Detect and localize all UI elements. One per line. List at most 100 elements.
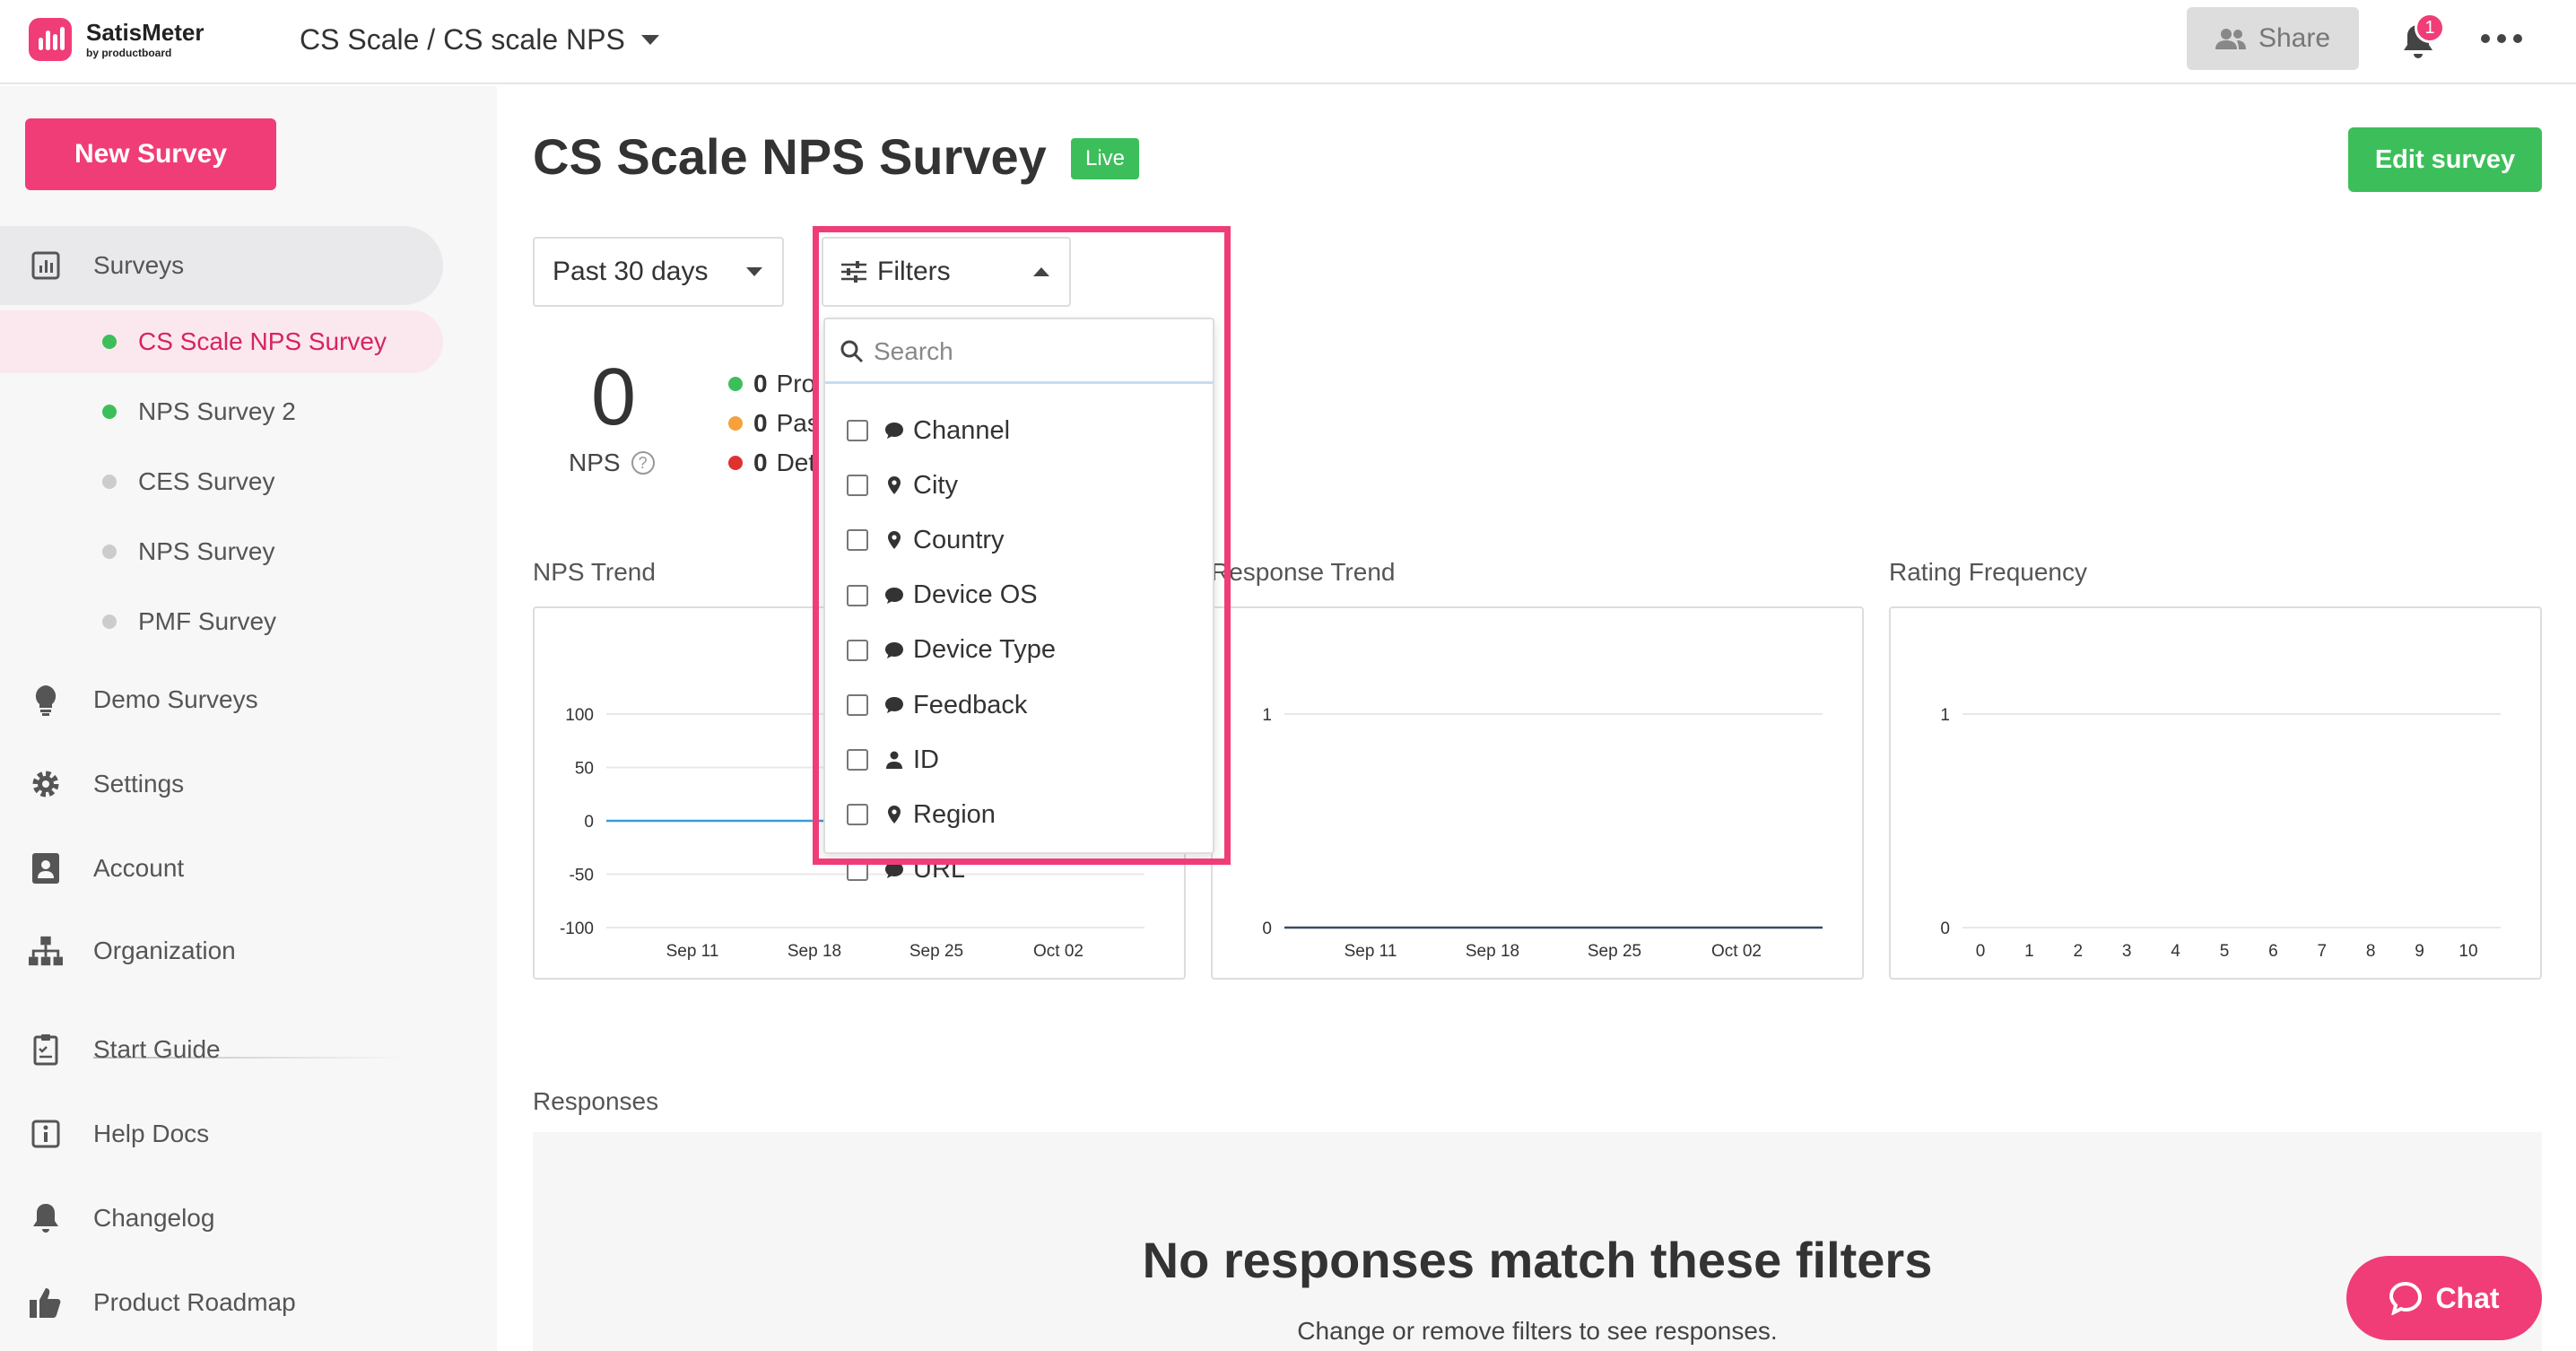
y-tick-label: -100 — [560, 920, 594, 938]
passives-count: 0 — [753, 409, 768, 437]
y-tick-label: 0 — [584, 813, 594, 832]
x-tick-label: 1 — [2024, 942, 2034, 961]
bell-icon — [29, 1201, 63, 1235]
filter-option-label: Feedback — [913, 690, 1028, 719]
sidebar-item-surveys[interactable]: Surveys — [0, 226, 443, 305]
share-label: Share — [2258, 23, 2331, 53]
sidebar-survey-label: NPS Survey — [138, 537, 275, 565]
help-icon[interactable]: ? — [631, 451, 655, 475]
x-tick-label: 5 — [2220, 942, 2230, 961]
passives-label: Pas — [776, 409, 820, 437]
x-tick-label: 10 — [2459, 942, 2477, 961]
breadcrumb[interactable]: CS Scale / CS scale NPS — [300, 20, 659, 59]
sidebar-survey-label: PMF Survey — [138, 607, 277, 635]
promoters-label: Pro — [776, 370, 816, 397]
y-tick-label: -50 — [570, 867, 594, 885]
new-survey-button[interactable]: New Survey — [25, 118, 276, 190]
status-dot — [102, 545, 117, 559]
bar-chart-icon — [29, 248, 63, 283]
filter-option[interactable]: Feedback — [847, 684, 1027, 727]
checkbox[interactable] — [847, 475, 868, 497]
sidebar-survey-label: CS Scale NPS Survey — [138, 327, 387, 355]
filter-option[interactable]: Device OS — [847, 574, 1038, 617]
page-title: CS Scale NPS Survey — [533, 128, 1047, 185]
x-tick-label: Sep 25 — [1588, 942, 1641, 961]
status-dot — [728, 377, 743, 391]
sidebar-item-label: Product Roadmap — [93, 1288, 296, 1316]
highlight-frame — [813, 226, 1231, 865]
period-select[interactable]: Past 30 days — [533, 237, 784, 307]
x-tick-label: Oct 02 — [1033, 942, 1083, 961]
users-icon — [2215, 29, 2246, 49]
x-tick-label: Oct 02 — [1711, 942, 1762, 961]
speech-bubble-icon — [884, 641, 904, 660]
account-icon — [29, 851, 63, 885]
search-icon — [840, 340, 864, 363]
filters-button[interactable]: Filters — [822, 237, 1071, 307]
filters-dropdown: Channel City Country Device OS Device Type Fe… — [823, 318, 1214, 884]
share-button[interactable]: Share — [2187, 7, 2359, 70]
checkbox[interactable] — [847, 749, 868, 771]
detractors-count: 0 — [753, 449, 768, 476]
logo-sub: by productboard — [86, 47, 172, 59]
org-chart-icon — [29, 934, 63, 968]
clipboard-icon — [29, 1033, 63, 1067]
filter-search-input[interactable] — [874, 332, 1197, 371]
checkbox[interactable] — [847, 804, 868, 826]
edit-survey-button[interactable]: Edit survey — [2348, 127, 2542, 192]
checkbox[interactable] — [847, 584, 868, 606]
logo[interactable]: SatisMeter by productboard — [29, 18, 205, 61]
x-tick-label: Sep 25 — [909, 942, 963, 961]
filter-option[interactable]: Region — [847, 793, 996, 836]
status-dot — [102, 335, 117, 349]
empty-subtitle: Change or remove filters to see response… — [1297, 1317, 1778, 1345]
filter-option[interactable]: Country — [847, 519, 1005, 562]
checkbox[interactable] — [847, 420, 868, 441]
nps-score: 0 — [590, 353, 637, 442]
chevron-down-icon — [746, 267, 762, 276]
filter-option[interactable]: City — [847, 464, 958, 507]
x-tick-label: 7 — [2318, 942, 2328, 961]
location-pin-icon — [884, 530, 904, 550]
filter-search — [825, 319, 1213, 384]
promoters-stat: 0 Pro — [728, 370, 815, 398]
x-tick-label: 0 — [1976, 942, 1986, 961]
x-tick-label: Sep 11 — [666, 942, 719, 961]
sidebar: New Survey Surveys CS Scale NPS Survey N… — [0, 86, 497, 1351]
logo-name: SatisMeter — [86, 19, 205, 46]
checkbox[interactable] — [847, 639, 868, 661]
speech-bubble-icon — [884, 695, 904, 715]
filter-option-label: Channel — [913, 415, 1011, 445]
nps-label: NPS — [569, 449, 621, 476]
divider — [93, 1057, 407, 1059]
response-trend-chart: 1 0 Sep 11 Sep 18 Sep 25 Oct 02 — [1211, 606, 1864, 980]
x-tick-label: 9 — [2415, 942, 2424, 961]
sidebar-survey-cs-scale-nps[interactable]: CS Scale NPS Survey — [0, 310, 443, 373]
sidebar-item-label: Account — [93, 854, 185, 882]
y-tick-label: 100 — [565, 706, 594, 725]
speech-bubble-icon — [884, 421, 904, 440]
x-tick-label: 8 — [2366, 942, 2376, 961]
sidebar-item-label: Help Docs — [93, 1120, 210, 1147]
filters-label: Filters — [877, 257, 951, 286]
sidebar-item-label: Settings — [93, 770, 185, 798]
promoters-count: 0 — [753, 370, 768, 397]
checkbox[interactable] — [847, 694, 868, 716]
y-tick-label: 1 — [1940, 706, 1950, 725]
more-menu-icon[interactable] — [2481, 34, 2522, 43]
filter-option-label: ID — [913, 745, 939, 774]
chat-button[interactable]: Chat — [2346, 1256, 2542, 1340]
filter-option[interactable]: Channel — [847, 409, 1010, 452]
filter-option[interactable]: ID — [847, 738, 939, 781]
status-dot — [728, 416, 743, 431]
x-tick-label: Sep 18 — [1466, 942, 1519, 961]
filter-option-label: Device Type — [913, 635, 1057, 665]
checkbox[interactable] — [847, 529, 868, 552]
filter-option[interactable]: Device Type — [847, 629, 1056, 672]
y-tick-label: 50 — [575, 760, 594, 779]
sidebar-item-label: Surveys — [93, 251, 185, 279]
x-tick-label: 6 — [2268, 942, 2278, 961]
sidebar-item-label: Changelog — [93, 1204, 215, 1232]
sidebar-item-label: Demo Surveys — [93, 685, 258, 713]
thumbs-up-icon — [29, 1286, 63, 1320]
